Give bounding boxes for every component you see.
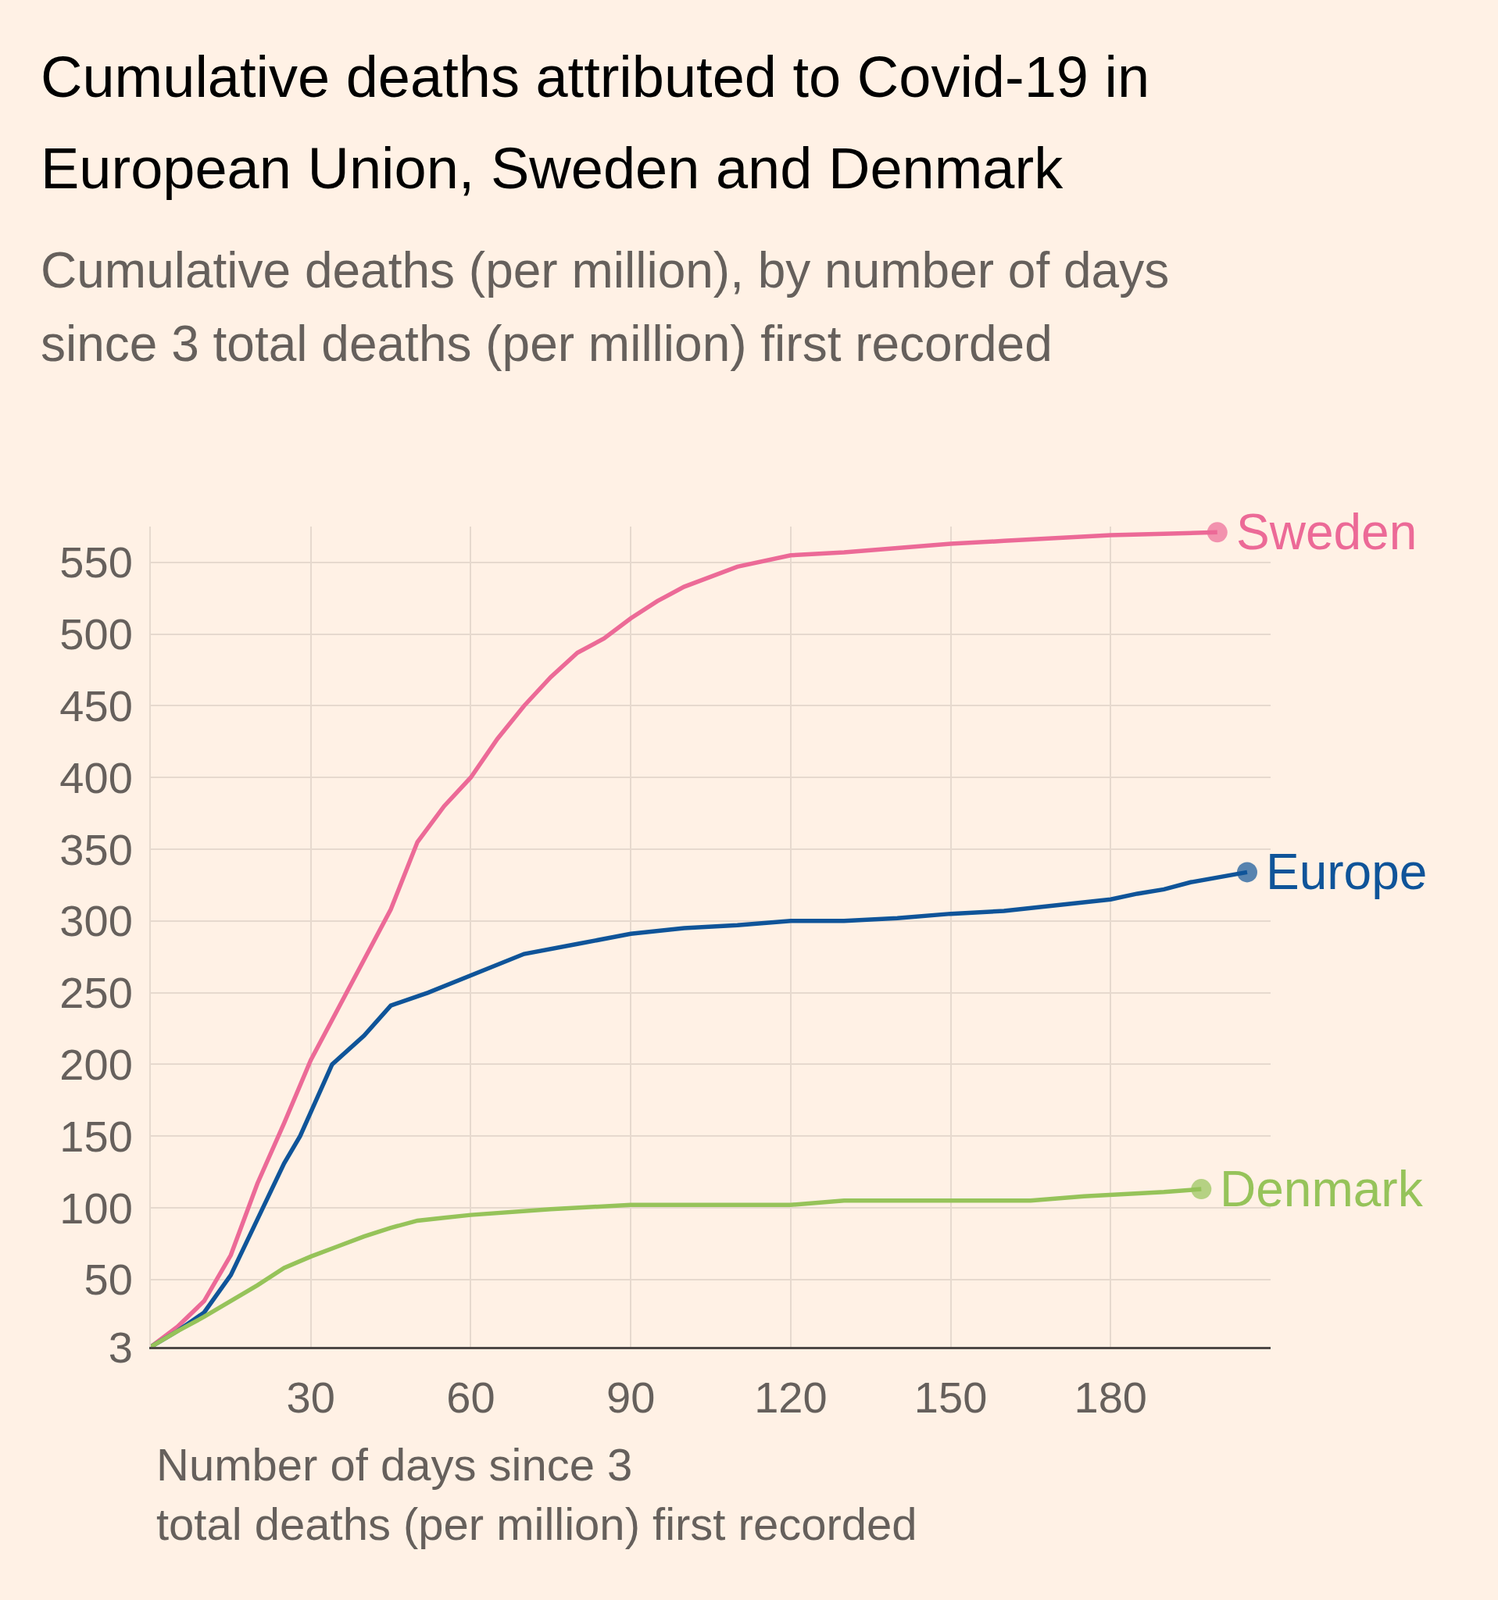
svg-text:150: 150 <box>59 1111 133 1162</box>
svg-text:Number of days since 3: Number of days since 3 <box>156 1439 633 1491</box>
svg-text:150: 150 <box>914 1372 987 1423</box>
svg-text:European Union, Sweden and Den: European Union, Sweden and Denmark <box>40 135 1064 201</box>
svg-text:180: 180 <box>1074 1372 1148 1423</box>
svg-text:Denmark: Denmark <box>1219 1161 1424 1218</box>
svg-text:250: 250 <box>59 968 133 1018</box>
svg-text:30: 30 <box>286 1372 336 1423</box>
svg-text:since 3 total deaths (per mill: since 3 total deaths (per million) first… <box>40 315 1053 372</box>
svg-text:Cumulative deaths (per million: Cumulative deaths (per million), by numb… <box>40 242 1170 299</box>
svg-text:350: 350 <box>59 825 133 875</box>
svg-text:Europe: Europe <box>1265 843 1427 901</box>
svg-text:400: 400 <box>59 753 133 803</box>
svg-text:300: 300 <box>59 896 133 946</box>
svg-text:Sweden: Sweden <box>1236 504 1417 561</box>
svg-text:50: 50 <box>84 1254 133 1305</box>
svg-text:100: 100 <box>59 1183 133 1234</box>
svg-text:200: 200 <box>59 1040 133 1090</box>
svg-text:60: 60 <box>446 1372 495 1423</box>
svg-text:120: 120 <box>754 1372 827 1423</box>
svg-text:total deaths (per million) fir: total deaths (per million) first recorde… <box>156 1498 918 1550</box>
svg-text:550: 550 <box>59 537 133 587</box>
svg-text:500: 500 <box>59 609 133 659</box>
svg-text:Cumulative deaths attributed t: Cumulative deaths attributed to Covid-19… <box>40 44 1150 110</box>
svg-text:90: 90 <box>606 1372 655 1423</box>
svg-text:3: 3 <box>108 1322 133 1373</box>
svg-text:450: 450 <box>59 681 133 731</box>
